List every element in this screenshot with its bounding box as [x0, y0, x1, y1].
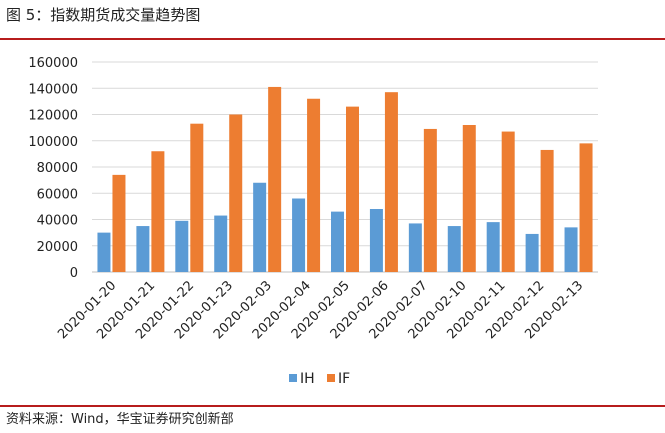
y-tick-label: 40000	[37, 214, 78, 229]
bar-ih	[331, 211, 344, 272]
y-tick-label: 60000	[37, 187, 78, 202]
bar-if	[307, 98, 321, 272]
y-tick-label: 160000	[28, 56, 78, 71]
bar-ih	[486, 222, 500, 272]
y-tick-label: 0	[70, 266, 78, 281]
legend-swatch-if	[327, 374, 335, 382]
bar-if	[229, 114, 243, 272]
y-tick-label: 80000	[37, 161, 78, 176]
figure-title: 图 5：指数期货成交量趋势图	[6, 6, 201, 24]
bar-if	[579, 143, 593, 272]
bar-ih	[253, 182, 267, 272]
y-axis-ticks: 0 20000 40000 60000 80000 100000 120000 140000 1…	[28, 56, 78, 281]
bar-if	[151, 151, 165, 272]
bar-ih	[447, 226, 461, 272]
bar-if	[346, 106, 359, 272]
legend: IH IF	[289, 371, 350, 387]
bar-if	[112, 174, 126, 272]
legend-label-if: IF	[338, 371, 350, 387]
bars	[97, 86, 593, 272]
legend-swatch-ih	[289, 374, 297, 382]
y-tick-label: 100000	[28, 135, 78, 150]
bar-ih	[292, 198, 306, 272]
y-tick-label: 20000	[37, 240, 78, 255]
bar-ih	[369, 209, 383, 272]
y-tick-label: 120000	[28, 109, 78, 124]
top-divider	[0, 38, 665, 40]
source-note: 资料来源：Wind，华宝证券研究创新部	[6, 412, 234, 427]
legend-label-ih: IH	[300, 371, 315, 387]
bar-ih	[214, 215, 228, 272]
bar-ih	[564, 227, 578, 272]
bar-ih	[175, 220, 189, 272]
bar-if	[190, 123, 204, 272]
bar-ih	[408, 223, 422, 272]
bar-ih	[97, 232, 111, 272]
bar-if	[501, 131, 515, 272]
y-tick-label: 140000	[28, 82, 78, 97]
bar-if	[384, 92, 398, 272]
bottom-divider	[0, 405, 665, 407]
bar-if	[540, 149, 554, 272]
bar-if	[423, 128, 437, 272]
bar-if	[268, 86, 282, 272]
bar-ih	[136, 226, 150, 272]
bar-if	[462, 125, 476, 272]
x-axis-ticks: 2020-01-202020-01-212020-01-222020-01-23…	[55, 278, 586, 342]
bar-ih	[525, 233, 539, 272]
gridlines	[92, 61, 598, 273]
